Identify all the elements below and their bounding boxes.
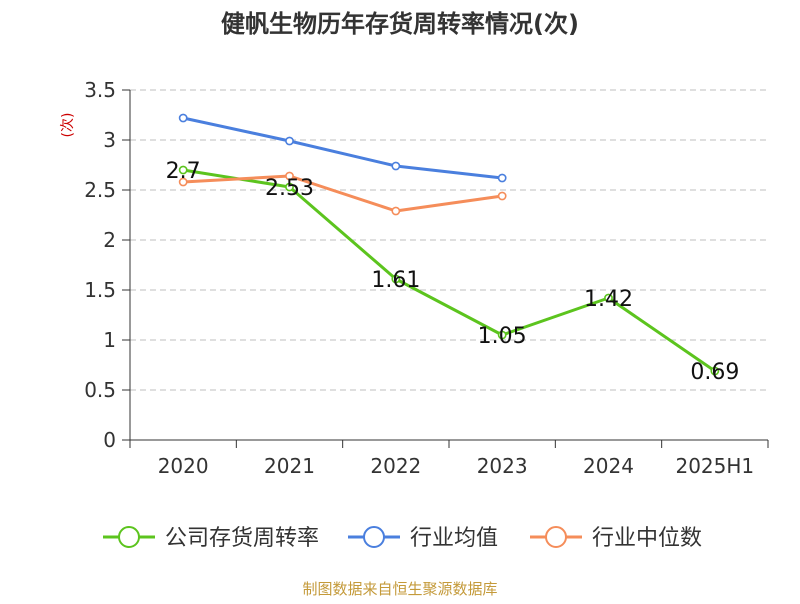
- data-point: [391, 274, 401, 284]
- y-tick-label: 3: [103, 128, 116, 152]
- x-tick-label: 2022: [370, 454, 421, 478]
- legend[interactable]: 公司存货周转率 行业均值 行业中位数: [103, 526, 702, 551]
- legend-marker-icon: [545, 526, 567, 548]
- source-note: 制图数据来自恒生聚源数据库: [302, 580, 497, 598]
- y-tick-label: 2: [103, 228, 116, 252]
- x-tick-label: 2024: [583, 454, 634, 478]
- legend-marker-icon: [118, 526, 140, 548]
- y-tick-label: 1.5: [84, 278, 116, 302]
- data-point: [497, 191, 507, 201]
- y-tick-label: 1: [103, 328, 116, 352]
- y-tick-label: 0: [103, 428, 116, 452]
- data-point: [178, 113, 188, 123]
- x-tick-label: 2020: [158, 454, 209, 478]
- data-point: [391, 161, 401, 171]
- series-line: [183, 174, 503, 213]
- series-line: [182, 116, 503, 180]
- data-point: [178, 177, 188, 187]
- data-label: 2.53: [265, 176, 314, 201]
- legend-item[interactable]: 行业中位数: [530, 526, 702, 551]
- x-tick-label: 2021: [264, 454, 315, 478]
- x-tick-label: 2025H1: [675, 454, 754, 478]
- data-point: [285, 171, 294, 181]
- data-point: [391, 206, 401, 216]
- legend-label: 行业均值: [410, 526, 498, 551]
- legend-marker-icon: [363, 526, 385, 548]
- data-point: [604, 293, 613, 303]
- y-tick-label: 0.5: [84, 378, 116, 402]
- chart-title: 健帆生物历年存货周转率情况(次): [221, 10, 579, 38]
- data-point: [285, 182, 294, 192]
- legend-label: 行业中位数: [592, 526, 702, 551]
- data-point: [285, 136, 294, 146]
- data-point: [710, 366, 720, 376]
- grid-lines: [130, 89, 768, 391]
- data-label: 1.05: [478, 324, 527, 349]
- legend-label: 公司存货周转率: [165, 526, 319, 551]
- data-label: 2.7: [166, 159, 201, 184]
- legend-item[interactable]: 公司存货周转率: [103, 526, 319, 551]
- data-label: 0.69: [690, 360, 739, 385]
- data-label: 1.42: [584, 287, 633, 312]
- y-tick-label: 3.5: [84, 78, 116, 102]
- x-tick-label: 2023: [477, 454, 528, 478]
- data-point: [497, 173, 507, 183]
- legend-item[interactable]: 行业均值: [348, 526, 498, 551]
- data-label: 1.61: [371, 268, 420, 293]
- series-lines: [178, 113, 720, 376]
- series-line: [182, 168, 716, 373]
- data-point: [497, 330, 507, 340]
- y-tick-label: 2.5: [84, 178, 116, 202]
- data-labels: 2.7 2.53 1.61 1.05 1.42 0.69: [166, 159, 740, 385]
- y-axis-label: (次): [60, 113, 76, 138]
- data-point: [178, 165, 188, 175]
